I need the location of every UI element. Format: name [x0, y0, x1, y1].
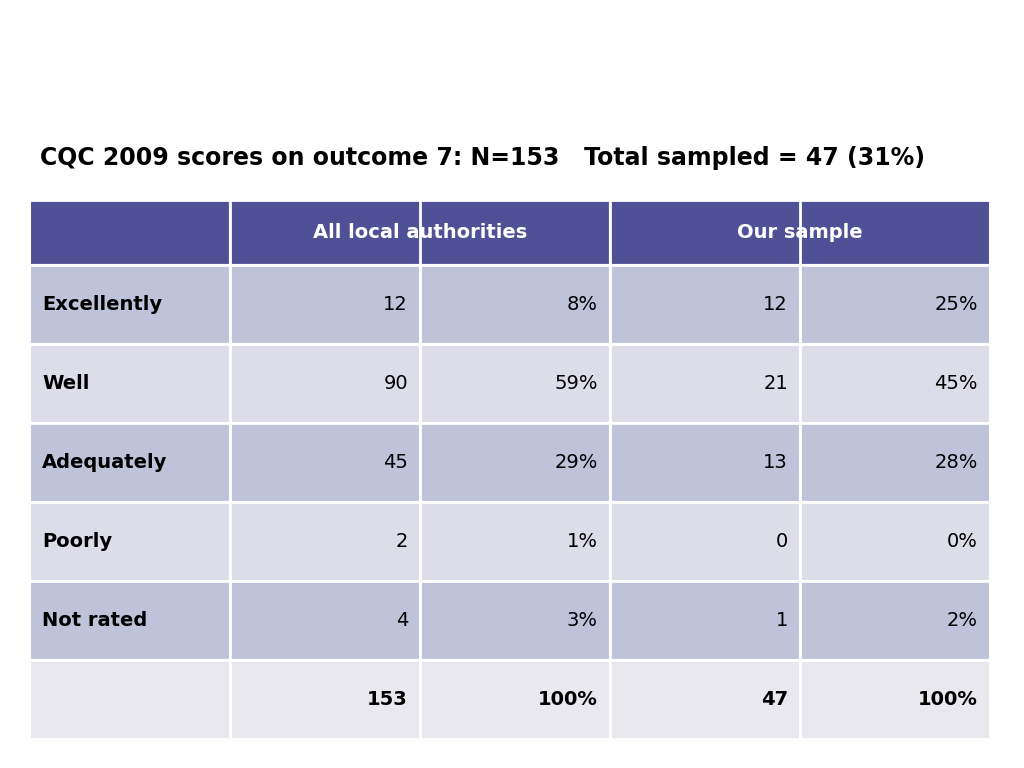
Text: 0: 0 — [776, 532, 788, 551]
Text: Excellently: Excellently — [42, 295, 162, 314]
Text: 12: 12 — [763, 295, 788, 314]
Text: 1: 1 — [775, 611, 788, 630]
Text: 45: 45 — [383, 453, 408, 472]
Text: 2%: 2% — [947, 611, 978, 630]
Text: 13: 13 — [763, 453, 788, 472]
Text: 59%: 59% — [555, 374, 598, 393]
Text: Well: Well — [42, 374, 89, 393]
Text: 3%: 3% — [567, 611, 598, 630]
Text: 100%: 100% — [539, 690, 598, 709]
Text: 4: 4 — [395, 611, 408, 630]
Text: Poorly: Poorly — [42, 532, 112, 551]
Text: 29%: 29% — [555, 453, 598, 472]
Text: All local authorities: All local authorities — [313, 223, 527, 242]
Text: Adequately: Adequately — [42, 453, 167, 472]
Text: 28%: 28% — [935, 453, 978, 472]
Text: 100%: 100% — [919, 690, 978, 709]
Text: Not rated: Not rated — [42, 611, 147, 630]
Text: 90: 90 — [383, 374, 408, 393]
Text: 8%: 8% — [567, 295, 598, 314]
Text: CQC 2009 scores on outcome 7: N=153   Total sampled = 47 (31%): CQC 2009 scores on outcome 7: N=153 Tota… — [40, 146, 925, 170]
Text: 47: 47 — [761, 690, 788, 709]
Text: 12: 12 — [383, 295, 408, 314]
Text: 1%: 1% — [567, 532, 598, 551]
Text: 0%: 0% — [947, 532, 978, 551]
Text: 21: 21 — [763, 374, 788, 393]
Text: 45%: 45% — [935, 374, 978, 393]
Text: Our sample: Our sample — [737, 223, 863, 242]
Text: 2: 2 — [395, 532, 408, 551]
Text: 153: 153 — [368, 690, 408, 709]
Text: 25%: 25% — [935, 295, 978, 314]
